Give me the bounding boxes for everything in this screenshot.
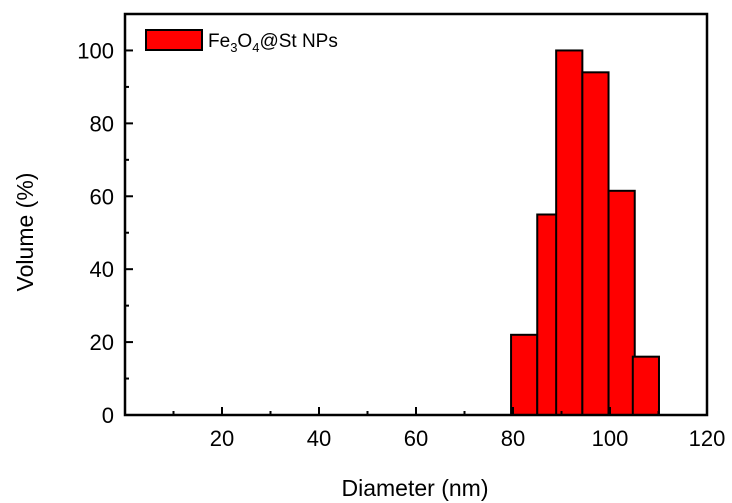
y-axis-title: Volume (%) — [12, 173, 38, 292]
x-tick-label: 40 — [307, 426, 331, 451]
legend-label-part: @St NPs — [259, 31, 337, 52]
x-tick-label: 60 — [404, 426, 428, 451]
legend-label-subscript: 4 — [252, 40, 259, 55]
legend-label-part: O — [237, 31, 252, 52]
histogram-bar — [555, 49, 584, 416]
y-tick-label: 20 — [90, 330, 114, 355]
x-tick-label: 100 — [592, 426, 629, 451]
legend-label-subscript: 3 — [230, 40, 237, 55]
y-tick-label: 80 — [90, 111, 114, 136]
legend-label: Fe3O4@St NPs — [208, 31, 338, 55]
bar-group — [510, 49, 660, 417]
x-tick-label: 120 — [689, 426, 726, 451]
x-axis-ticks — [172, 407, 708, 415]
x-axis-tick-labels: 20 40 60 80 100 120 — [210, 426, 726, 451]
histogram-bar — [631, 355, 660, 417]
y-tick-label: 0 — [102, 403, 114, 428]
x-tick-label: 20 — [210, 426, 234, 451]
y-tick-label: 40 — [90, 257, 114, 282]
legend-label-part: Fe — [208, 31, 230, 52]
histogram-bar — [607, 189, 636, 416]
legend-swatch — [145, 29, 203, 51]
y-axis-ticks — [125, 13, 133, 416]
y-tick-label: 60 — [90, 184, 114, 209]
y-tick-label: 100 — [77, 38, 114, 63]
x-tick-label: 80 — [501, 426, 525, 451]
x-axis-title: Diameter (nm) — [342, 475, 489, 501]
y-axis-tick-labels: 0 20 40 60 80 100 — [77, 38, 114, 428]
histogram-bar — [581, 71, 610, 416]
legend: Fe3O4@St NPs — [145, 29, 338, 55]
histogram-bar — [510, 333, 539, 416]
